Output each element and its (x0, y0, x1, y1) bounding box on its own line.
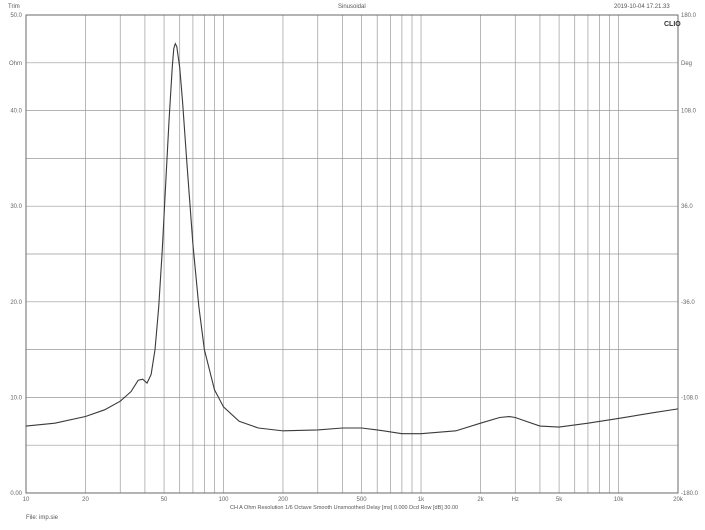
y-tick-label: 0.00 (10, 491, 22, 497)
y-axis-ticks: 50.0 Ohm 40.0 30.0 20.0 10.0 0.00 (9, 13, 23, 497)
header-timestamp: 2019-10-04 17.21.33 (614, 4, 670, 10)
x-tick-label: 20k (673, 497, 684, 503)
x-tick-label: Hz (512, 497, 519, 503)
series-layer (25, 42, 679, 435)
x-tick-label: 5k (556, 497, 563, 503)
y2-tick-label: -36.0 (681, 300, 695, 306)
impedance-curve (25, 42, 679, 435)
file-footer: File: imp.sie (26, 515, 59, 521)
header-left-label: Trim (8, 4, 20, 10)
y2-axis-ticks: 180.0 Deg 108.0 36.0 -36.0 -108.0 -180.0 (681, 13, 699, 497)
y2-tick-label: -108.0 (681, 395, 699, 401)
x-tick-label: 10 (23, 497, 30, 503)
y-tick-label: 30.0 (10, 204, 22, 210)
y-tick-label: 50.0 (10, 13, 22, 19)
plot-frame (25, 14, 679, 494)
brand-label: CLIO (664, 21, 681, 28)
x-tick-label: 100 (219, 497, 230, 503)
x-tick-label: 1k (418, 497, 425, 503)
y-tick-label: 10.0 (10, 395, 22, 401)
y2-tick-label: 36.0 (681, 204, 693, 210)
x-tick-label: 10k (614, 497, 625, 503)
y-tick-label: Ohm (9, 61, 22, 67)
x-tick-label: 2k (477, 497, 484, 503)
x-tick-label: 50 (161, 497, 168, 503)
settings-footer: CH A Ohm Resolution 1/6 Octave Smooth Un… (230, 505, 459, 511)
y-tick-label: 20.0 (10, 300, 22, 306)
y2-tick-label: -180.0 (681, 491, 699, 497)
x-tick-label: 20 (82, 497, 89, 503)
y2-tick-label: 108.0 (681, 109, 697, 115)
y2-tick-label: 180.0 (681, 13, 697, 19)
y2-tick-label: Deg (681, 61, 692, 67)
chart-grid (25, 15, 679, 493)
y-tick-label: 40.0 (10, 109, 22, 115)
x-tick-label: 500 (357, 497, 368, 503)
header-center-label: Sinusoidal (338, 4, 366, 10)
x-tick-label: 200 (278, 497, 289, 503)
x-axis-ticks: 10 20 50 100 200 500 1k 2k Hz 5k 10k 20k (23, 497, 684, 503)
